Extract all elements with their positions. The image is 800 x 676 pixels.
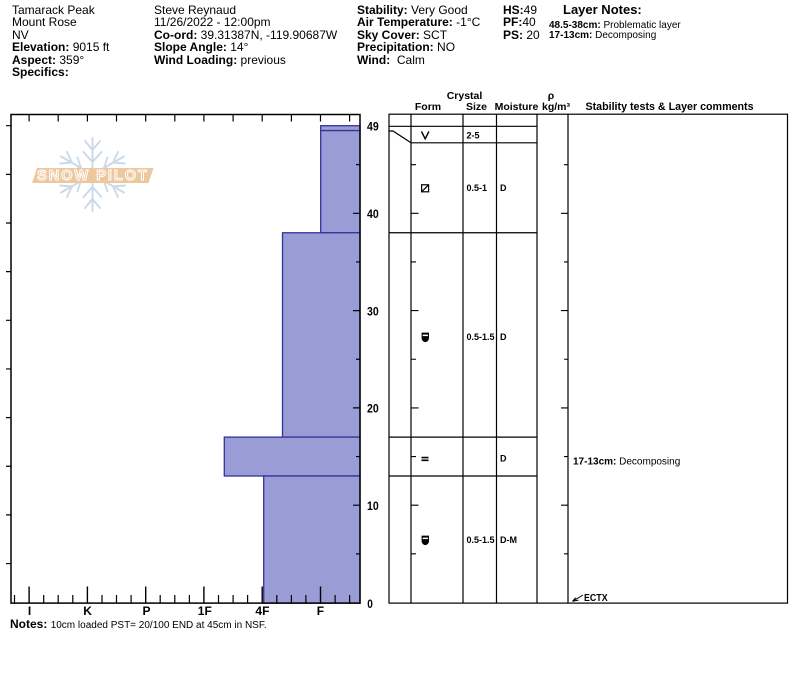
svg-text:P: P	[142, 604, 150, 618]
svg-text:Stability tests & Layer commen: Stability tests & Layer comments	[585, 101, 753, 113]
svg-text:49: 49	[367, 119, 379, 133]
svg-text:Crystal: Crystal	[447, 90, 483, 102]
svg-text:20: 20	[367, 402, 379, 416]
svg-text:17-13cm: Decomposing: 17-13cm: Decomposing	[573, 457, 680, 468]
svg-text:0.5-1.5: 0.5-1.5	[467, 332, 495, 342]
svg-text:F: F	[317, 604, 324, 618]
svg-text:D-M: D-M	[500, 535, 517, 545]
svg-text:0: 0	[367, 597, 373, 611]
svg-text:1F: 1F	[198, 604, 212, 618]
svg-text:kg/m³: kg/m³	[542, 101, 571, 113]
svg-text:D: D	[500, 332, 507, 342]
svg-text:D: D	[500, 454, 507, 464]
svg-text:D: D	[500, 183, 507, 193]
svg-text:K: K	[83, 604, 92, 618]
svg-text:ρ: ρ	[548, 90, 555, 102]
svg-text:I: I	[28, 604, 31, 618]
svg-text:30: 30	[367, 304, 379, 318]
svg-text:40: 40	[367, 207, 379, 221]
svg-text:4F: 4F	[255, 604, 269, 618]
svg-text:ECTX: ECTX	[584, 593, 608, 604]
svg-text:2-5: 2-5	[467, 131, 480, 141]
svg-text:Size: Size	[466, 101, 487, 113]
svg-text:Form: Form	[415, 101, 441, 113]
svg-text:10: 10	[367, 499, 379, 513]
svg-text:0.5-1: 0.5-1	[467, 183, 488, 193]
svg-text:Moisture: Moisture	[495, 101, 539, 113]
svg-text:0.5-1.5: 0.5-1.5	[467, 535, 495, 545]
svg-text:SNOW PILOT: SNOW PILOT	[37, 168, 149, 184]
